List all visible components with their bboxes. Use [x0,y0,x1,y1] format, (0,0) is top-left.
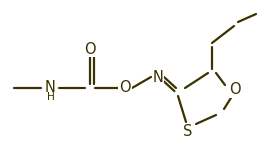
Text: O: O [84,41,96,56]
Text: O: O [119,80,131,96]
Text: O: O [229,83,241,97]
Text: N: N [153,69,163,84]
Text: H: H [47,93,55,103]
Text: N: N [45,80,55,94]
Text: S: S [183,124,193,138]
